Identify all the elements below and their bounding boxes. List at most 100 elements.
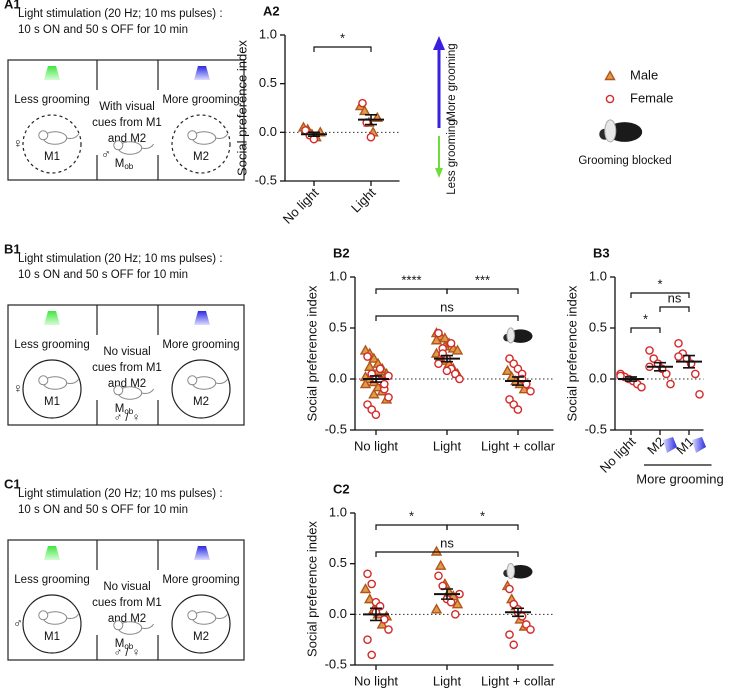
x-tick-label: No light: [354, 438, 398, 453]
sem-bar: [441, 354, 453, 363]
sig-bracket: [446, 288, 519, 294]
mob-main: M: [115, 158, 125, 170]
collar: [506, 327, 515, 344]
mouse-head: [38, 375, 49, 386]
sig-label: ***: [475, 272, 490, 287]
data-point: [434, 328, 443, 338]
y-tick-label: 0.0: [259, 124, 277, 139]
data-point: [359, 104, 371, 116]
light-cone: [194, 66, 210, 80]
sig-label: *: [657, 276, 662, 291]
sex-symbol: ♂: [101, 146, 111, 161]
light-cone: [194, 546, 210, 560]
sex-symbol: ♂: [13, 615, 23, 630]
data-point: [451, 344, 464, 355]
middle-label: cues from M1: [92, 117, 162, 129]
data-point: [526, 386, 535, 396]
data-point: [509, 640, 519, 650]
sig-bracket: [659, 306, 690, 312]
mob-label: Mob: [115, 403, 134, 416]
y-tick-label: 0.0: [329, 606, 347, 621]
data-point: [359, 583, 372, 594]
sig-label: ****: [401, 272, 421, 287]
x-tick-label: No light: [354, 673, 398, 688]
sig-bracket: [313, 46, 372, 52]
sex-symbol: ♂ / ♀: [114, 647, 141, 659]
heading: 10 s ON and 50 s OFF for 10 min: [18, 504, 188, 516]
collar: [604, 119, 617, 143]
y-tick-label: 1.0: [589, 268, 607, 283]
data-point: [371, 410, 381, 420]
x-tick-label: Light: [433, 438, 462, 453]
mob-main: M: [115, 403, 125, 415]
data-point: [430, 603, 443, 614]
middle-label: With visual: [99, 101, 155, 113]
y-tick-label: -0.5: [255, 172, 277, 187]
data-point: [364, 360, 376, 371]
data-point: [450, 610, 460, 619]
mouse-tail: [141, 143, 155, 149]
light-cone: [44, 66, 60, 80]
mouse-head: [187, 130, 198, 141]
sig-label: ns: [440, 535, 454, 550]
sig-bracket: [375, 288, 448, 294]
mouse-label: M1: [44, 631, 60, 643]
middle-label: cues from M1: [92, 597, 162, 609]
arena: [7, 304, 245, 426]
middle-label: cues from M1: [92, 362, 162, 374]
sig-bracket: [446, 524, 519, 530]
sem-bar: [512, 607, 524, 618]
light-icon: [692, 437, 706, 453]
data-point: [446, 338, 456, 348]
sig-label: ns: [668, 290, 682, 305]
data-point: [367, 650, 377, 660]
sig-label: *: [409, 508, 414, 523]
cue-chamber: [171, 594, 231, 654]
data-point: [435, 559, 447, 570]
cue-chamber: [171, 114, 231, 174]
cue-chamber: [22, 114, 82, 174]
y-tick-label: 1.0: [329, 504, 347, 519]
mouse-head: [113, 620, 124, 631]
data-point: [368, 388, 380, 399]
x-tick-label: Light: [433, 673, 462, 688]
sig-bracket: [375, 315, 519, 321]
data-point: [695, 389, 704, 399]
cue-chamber: [171, 359, 231, 419]
data-point: [375, 364, 385, 374]
mouse-tail: [66, 378, 80, 384]
mouse-label: M1: [44, 396, 60, 408]
data-point: [505, 584, 514, 594]
mouse-head: [38, 130, 49, 141]
data-point: [363, 635, 372, 644]
data-point: [674, 338, 683, 348]
data-point: [637, 382, 646, 392]
mob-label: Mob: [115, 638, 134, 651]
left-label: Less grooming: [14, 94, 89, 106]
mob-sub: ob: [124, 407, 133, 416]
heading: 10 s ON and 50 s OFF for 10 min: [18, 24, 188, 36]
data-point: [376, 618, 388, 629]
legend-label: Male: [630, 67, 658, 82]
arrow-down-label: Less grooming: [446, 119, 458, 194]
sem-bar: [654, 361, 666, 372]
data-point: [662, 369, 671, 379]
right-label: More grooming: [162, 94, 239, 106]
heading: Light stimulation (20 Hz; 10 ms pulses) …: [18, 253, 223, 265]
mouse-head: [113, 385, 124, 396]
right-label: More grooming: [162, 339, 239, 351]
collar: [506, 563, 515, 580]
sig-bracket: [630, 327, 661, 333]
sem-bar: [441, 588, 453, 600]
light-icon: [663, 437, 677, 453]
mouse-tail: [215, 378, 229, 384]
left-label: Less grooming: [14, 339, 89, 351]
data-point: [430, 334, 443, 345]
arena: [7, 539, 245, 661]
data-point: [526, 625, 535, 634]
data-point: [359, 378, 372, 389]
y-tick-label: -0.5: [585, 421, 607, 436]
x-tick-label: Light + collar: [481, 673, 556, 688]
data-point: [666, 379, 675, 389]
